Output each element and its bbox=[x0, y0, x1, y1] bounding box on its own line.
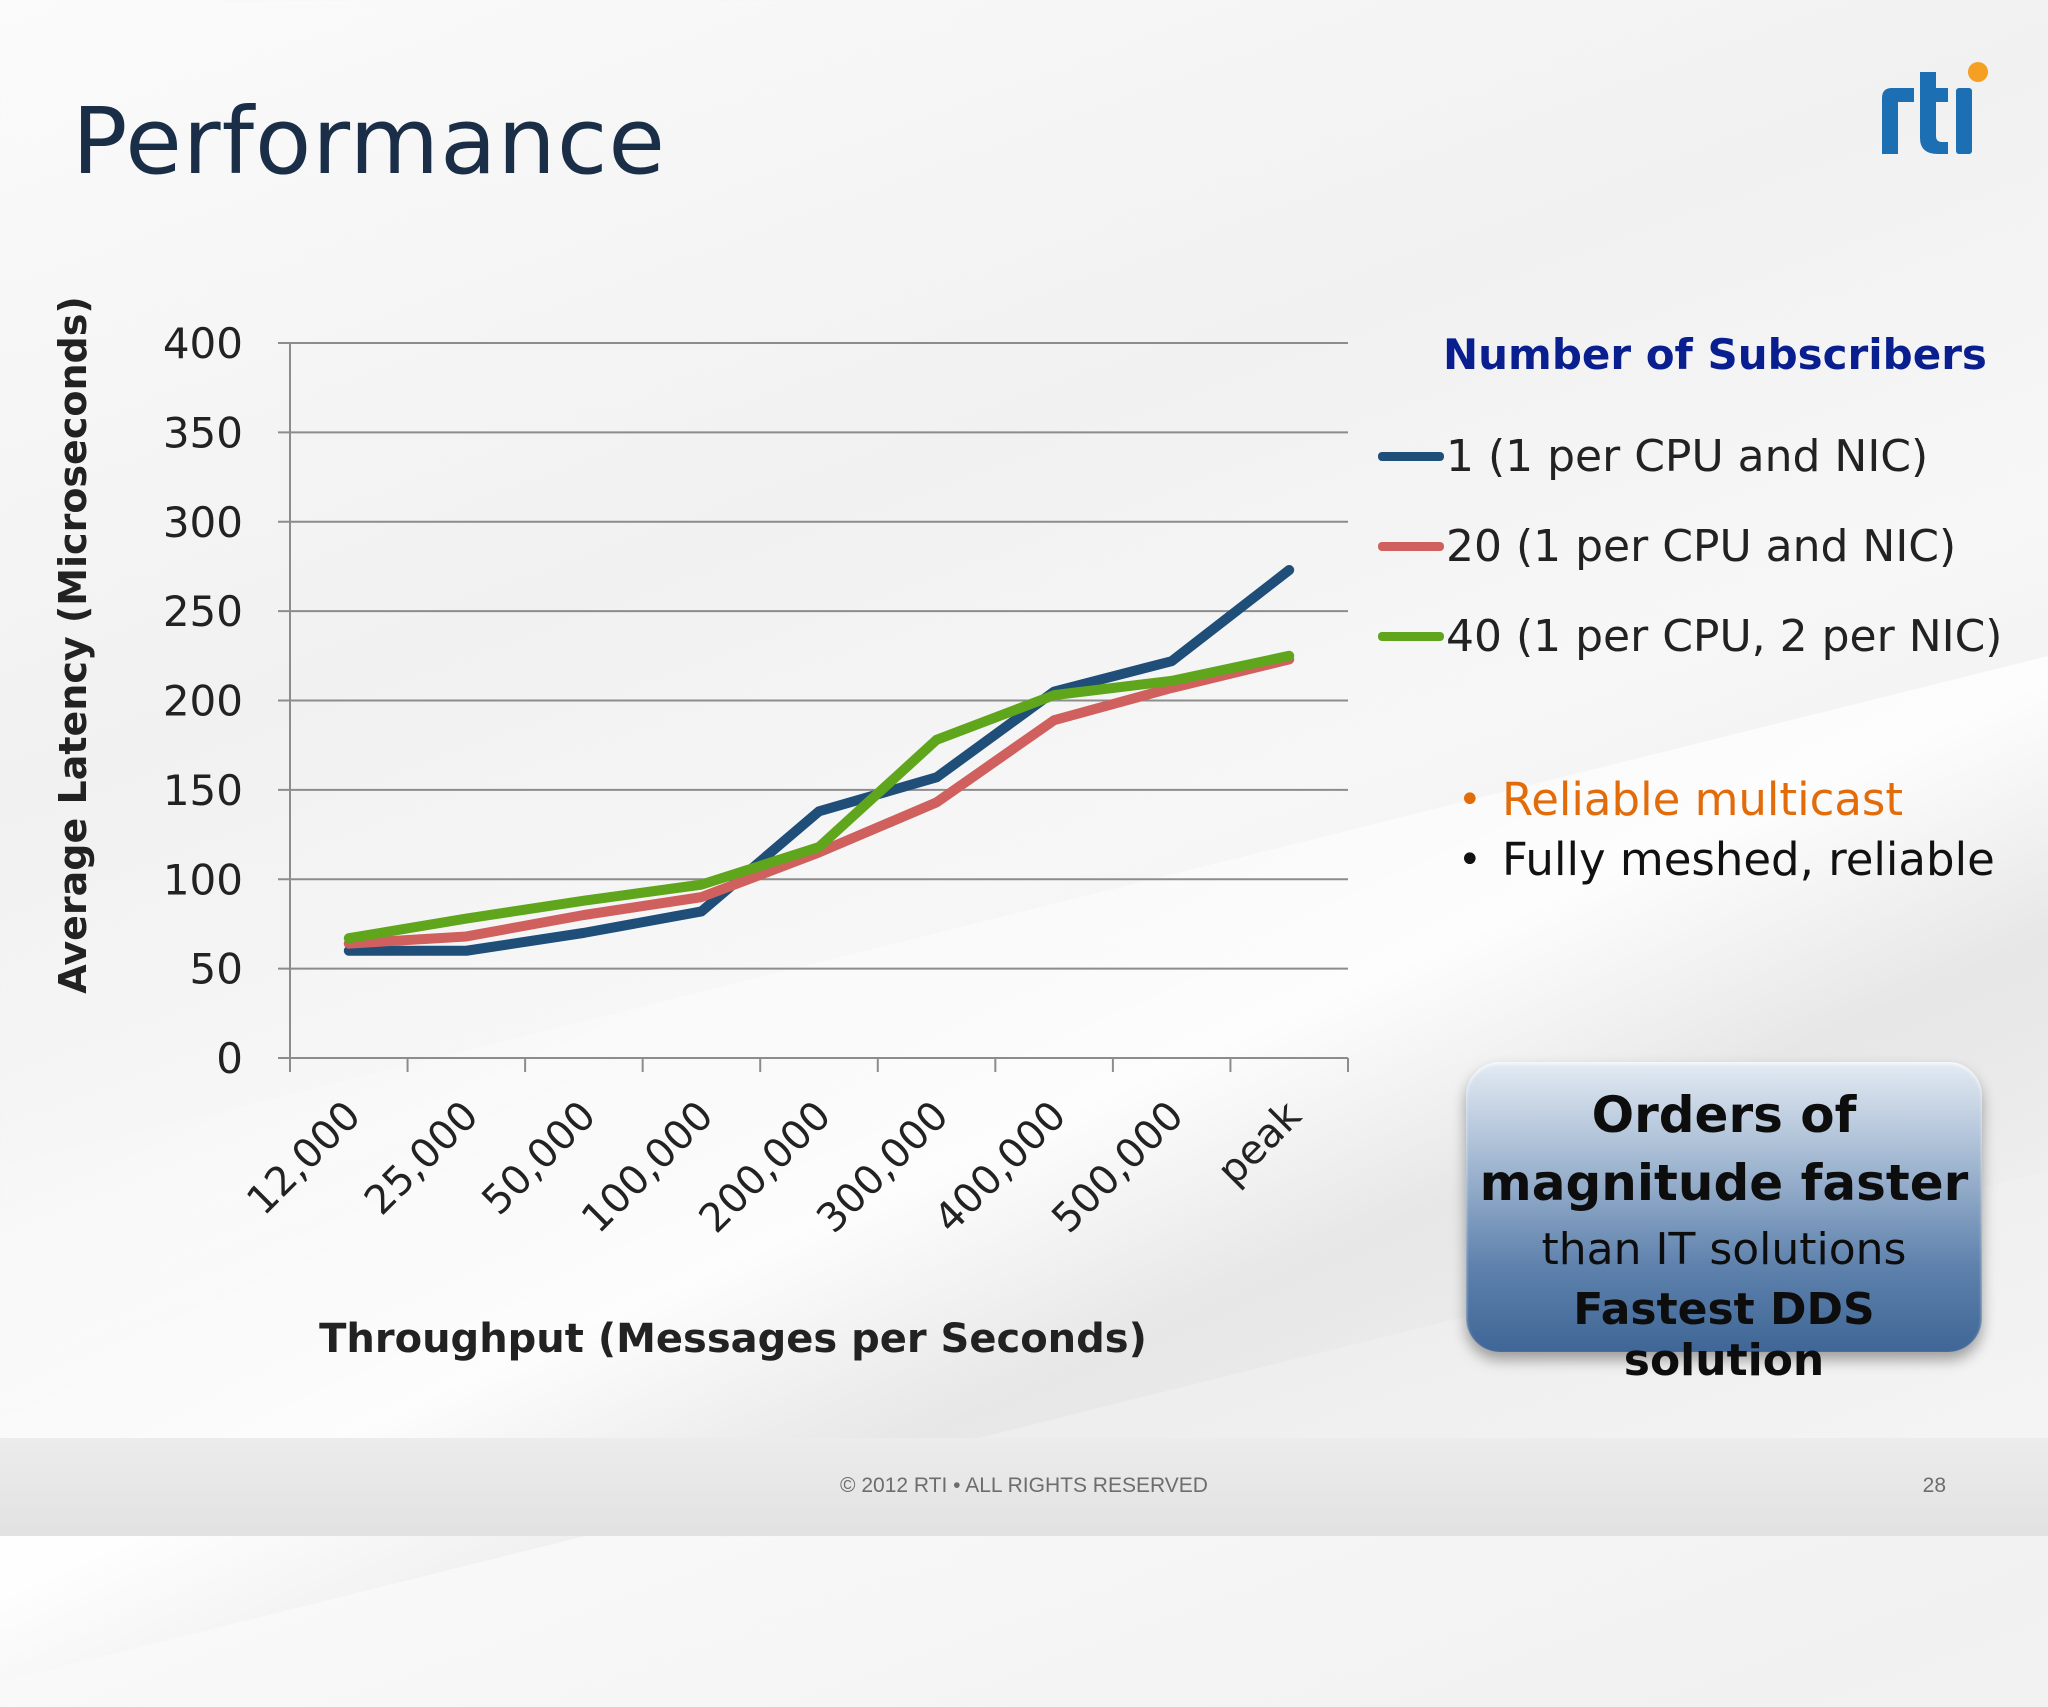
notes-list: • Reliable multicast • Fully meshed, reliab… bbox=[1458, 770, 1995, 890]
legend-item-2: 20 (1 per CPU and NIC) bbox=[1378, 516, 1956, 576]
legend-swatch bbox=[1378, 631, 1444, 641]
x-axis-label: Throughput (Messages per Seconds) bbox=[319, 1316, 1147, 1362]
series-line-3 bbox=[343, 650, 1295, 944]
rti-logo-t bbox=[1920, 72, 1948, 154]
page-number: 28 bbox=[1922, 1474, 1946, 1497]
note-text: Reliable multicast bbox=[1502, 773, 1903, 826]
note-text: Fully meshed, reliable bbox=[1502, 833, 1995, 886]
slide-title: Performance bbox=[72, 88, 666, 195]
y-tick-label: 350 bbox=[163, 408, 243, 457]
y-tick-label: 150 bbox=[163, 766, 243, 815]
x-tick-label: 12,000 bbox=[238, 1093, 369, 1224]
callout-line-4: Fastest DDS solution bbox=[1573, 1284, 1875, 1386]
y-tick-label: 0 bbox=[216, 1034, 243, 1083]
callout-line-1: Orders of bbox=[1591, 1086, 1857, 1144]
legend-title: Number of Subscribers bbox=[1443, 330, 1987, 379]
y-tick-label: 50 bbox=[190, 945, 243, 994]
y-tick-label: 100 bbox=[163, 855, 243, 904]
y-tick-label: 200 bbox=[163, 677, 243, 726]
rti-logo-i bbox=[1956, 88, 1972, 154]
legend-swatch bbox=[1378, 541, 1444, 551]
x-tick-label: peak bbox=[1209, 1092, 1311, 1194]
note-item: • Reliable multicast bbox=[1458, 770, 1995, 830]
slide-footer: © 2012 RTI • ALL RIGHTS RESERVED 28 bbox=[0, 1438, 2048, 1536]
x-tick-label: 25,000 bbox=[356, 1093, 487, 1224]
legend-label: 20 (1 per CPU and NIC) bbox=[1446, 520, 1957, 572]
bullet-icon: • bbox=[1458, 777, 1482, 823]
rti-logo-r bbox=[1882, 88, 1914, 154]
copyright-text: © 2012 RTI • ALL RIGHTS RESERVED bbox=[840, 1474, 1208, 1497]
legend-label: 40 (1 per CPU, 2 per NIC) bbox=[1446, 610, 2003, 662]
rti-logo bbox=[1882, 62, 1988, 154]
callout-box: Orders of magnitude faster than IT solut… bbox=[1466, 1062, 1982, 1386]
callout-line-3: than IT solutions bbox=[1541, 1224, 1907, 1275]
y-tick-label: 250 bbox=[163, 587, 243, 636]
rti-logo-dot bbox=[1968, 62, 1988, 82]
legend-item-3: 40 (1 per CPU, 2 per NIC) bbox=[1378, 606, 2002, 666]
y-tick-label: 400 bbox=[163, 319, 243, 368]
x-tick-label: 500,000 bbox=[1043, 1093, 1192, 1242]
series-line-2 bbox=[343, 654, 1295, 949]
bullet-icon: • bbox=[1458, 837, 1482, 883]
y-tick-label: 300 bbox=[163, 498, 243, 547]
legend-swatch bbox=[1378, 451, 1444, 461]
y-axis-label: Average Latency (Microseconds) bbox=[51, 296, 95, 993]
series-line-1 bbox=[343, 565, 1295, 956]
note-item: • Fully meshed, reliable bbox=[1458, 830, 1995, 890]
legend-item-1: 1 (1 per CPU and NIC) bbox=[1378, 426, 1928, 486]
legend-label: 1 (1 per CPU and NIC) bbox=[1446, 430, 1929, 482]
callout-line-2: magnitude faster bbox=[1479, 1154, 1969, 1212]
